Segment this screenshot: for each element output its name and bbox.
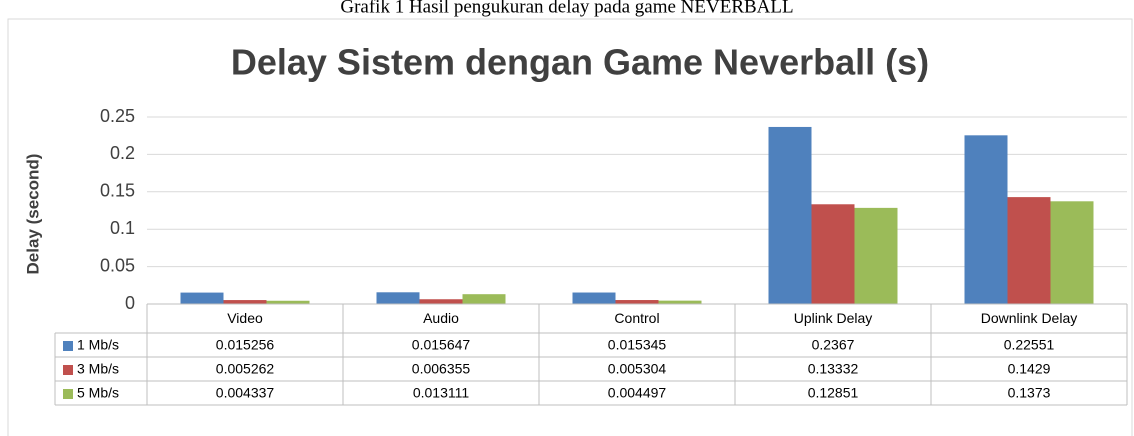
y-tick-label: 0.15 xyxy=(100,181,135,201)
table-cell: 0.004497 xyxy=(608,385,667,401)
legend-label: 3 Mb/s xyxy=(77,361,119,377)
table-cell: 0.12851 xyxy=(808,385,859,401)
bar xyxy=(180,292,224,304)
table-cell: 0.015256 xyxy=(216,337,275,353)
legend-label: 1 Mb/s xyxy=(77,337,119,353)
bar xyxy=(1007,197,1051,304)
table-cell: 0.015345 xyxy=(608,337,667,353)
bar xyxy=(811,204,855,304)
bar xyxy=(419,299,463,304)
x-tick-label: Audio xyxy=(423,310,459,326)
caption: Grafik 1 Hasil pengukuran delay pada gam… xyxy=(340,0,793,17)
x-tick-label: Downlink Delay xyxy=(981,310,1077,326)
bar xyxy=(854,207,898,304)
x-tick-label: Control xyxy=(614,310,659,326)
table-cell: 0.13332 xyxy=(808,361,859,377)
y-tick-label: 0.05 xyxy=(100,255,135,275)
bar xyxy=(266,300,310,304)
legend-swatch xyxy=(63,365,73,375)
bar xyxy=(572,292,616,304)
chart-frame xyxy=(7,18,1133,436)
x-tick-label: Uplink Delay xyxy=(794,310,873,326)
table-cell: 0.006355 xyxy=(412,361,471,377)
y-tick-label: 0.1 xyxy=(110,218,135,238)
bar xyxy=(223,300,267,304)
bar xyxy=(615,300,659,304)
bar xyxy=(768,126,812,305)
table-cell: 0.005262 xyxy=(216,361,275,377)
table-cell: 0.013111 xyxy=(413,385,470,401)
table-cell: 0.22551 xyxy=(1004,337,1055,353)
x-tick-label: Video xyxy=(227,310,263,326)
y-tick-label: 0.2 xyxy=(110,143,135,163)
legend-swatch xyxy=(63,389,73,399)
legend-label: 5 Mb/s xyxy=(77,385,119,401)
bar xyxy=(1050,201,1094,304)
bar xyxy=(964,135,1008,304)
table-cell: 0.005304 xyxy=(608,361,667,377)
table-cell: 0.1429 xyxy=(1008,361,1051,377)
table-cell: 0.1373 xyxy=(1008,385,1051,401)
y-axis-label: Delay (second) xyxy=(23,154,42,275)
bar xyxy=(376,292,420,304)
table-cell: 0.015647 xyxy=(412,337,471,353)
table-cell: 0.2367 xyxy=(812,337,855,353)
bar xyxy=(658,300,702,304)
chart-title: Delay Sistem dengan Game Neverball (s) xyxy=(231,42,929,83)
bar xyxy=(462,294,506,304)
y-tick-label: 0 xyxy=(125,293,135,313)
y-tick-label: 0.25 xyxy=(100,106,135,126)
legend-swatch xyxy=(63,341,73,351)
table-cell: 0.004337 xyxy=(216,385,275,401)
